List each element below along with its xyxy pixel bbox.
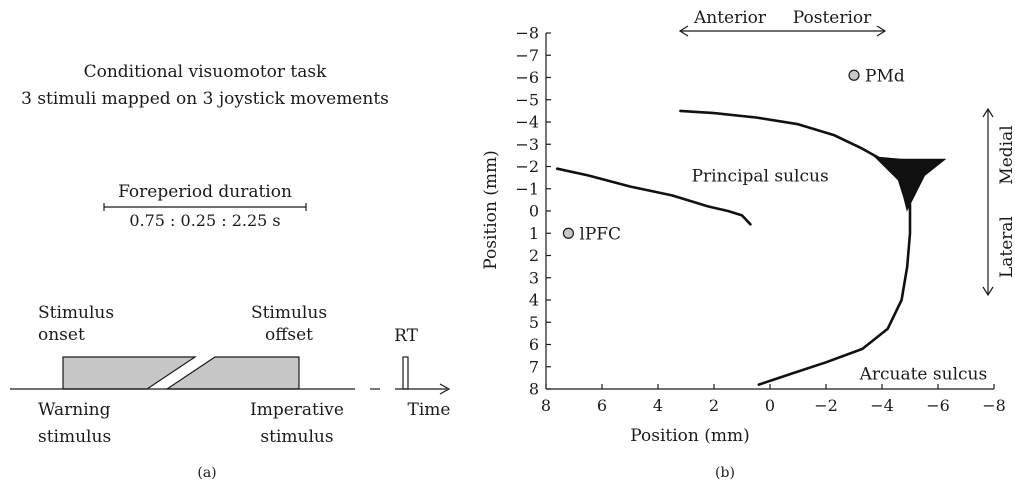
arcuate-sulcus-trace <box>679 109 912 386</box>
y-tick-label: −8 <box>515 24 539 43</box>
lateral-label: Lateral <box>997 216 1015 278</box>
panel-a-caption: (a) <box>197 465 216 481</box>
stimulus-onset-line2: onset <box>38 325 85 345</box>
y-axis-label: Position (mm) <box>481 150 501 270</box>
lpfc-site-marker <box>562 227 575 239</box>
foreperiod-label: Foreperiod duration <box>118 182 292 202</box>
panel-b-caption: (b) <box>715 465 735 481</box>
warning-stimulus-line2: stimulus <box>38 427 111 447</box>
pmd-label: PMd <box>865 66 905 86</box>
x-tick-label: −2 <box>814 396 838 415</box>
y-tick-label: 5 <box>529 313 539 332</box>
imperative-stimulus-line1: Imperative <box>250 400 344 420</box>
x-tick-label: −8 <box>982 396 1006 415</box>
x-tick-label: 2 <box>709 396 719 415</box>
y-tick-label: −3 <box>515 135 539 154</box>
pmd-site-marker <box>848 69 860 81</box>
posterior-label: Posterior <box>793 8 872 28</box>
time-label: Time <box>408 400 451 420</box>
y-tick-label: −7 <box>515 46 539 65</box>
y-tick-label: 0 <box>529 202 539 221</box>
task-title-line2: 3 stimuli mapped on 3 joystick movements <box>21 89 389 109</box>
y-tick-label: 1 <box>529 224 539 243</box>
rt-bar <box>402 356 409 390</box>
principal-sulcus-label: Principal sulcus <box>692 166 829 186</box>
posterior-arrowhead <box>876 25 887 37</box>
x-tick-label: 8 <box>541 396 551 415</box>
y-tick-label: 3 <box>529 268 539 287</box>
y-tick-label: −2 <box>515 157 539 176</box>
x-tick-label: 4 <box>653 396 663 415</box>
y-tick-label: −6 <box>515 68 539 87</box>
y-tick-label: 4 <box>529 291 539 310</box>
medial-arrowhead <box>982 107 994 118</box>
lateral-arrowhead <box>982 286 994 297</box>
y-tick-label: −4 <box>515 113 539 132</box>
y-tick-label: 7 <box>529 357 539 376</box>
anterior-arrowhead <box>678 25 689 37</box>
panel-b: Anterior Posterior Medial Lateral 8 6 4 2 0−… <box>481 8 1015 481</box>
warning-stimulus-line1: Warning <box>38 400 111 420</box>
imperative-stimulus-line2: stimulus <box>260 427 333 447</box>
medial-label: Medial <box>997 125 1015 184</box>
x-axis-ticks: 8 6 4 2 0 −2 −4 −6 −8 <box>541 384 1006 415</box>
stimulus-offset-line2: offset <box>265 325 313 345</box>
y-tick-label: 8 <box>529 380 539 399</box>
y-axis-ticks: −8 −7 −6 −5 −4 −3 −2 −1 0 1 2 3 4 5 6 7 8 <box>515 24 551 399</box>
stimulus-offset-line1: Stimulus <box>251 303 327 323</box>
y-tick-label: 6 <box>529 335 539 354</box>
panel-a: Conditional visuomotor task 3 stimuli ma… <box>10 62 450 481</box>
task-title-line1: Conditional visuomotor task <box>84 62 328 82</box>
principal-sulcus-trace <box>555 167 752 226</box>
stimulus-onset-line1: Stimulus <box>38 303 114 323</box>
arcuate-sulcus-label: Arcuate sulcus <box>859 364 988 384</box>
x-tick-label: 6 <box>597 396 607 415</box>
x-tick-label: −6 <box>926 396 950 415</box>
x-tick-label: −4 <box>870 396 894 415</box>
x-axis-label: Position (mm) <box>630 426 750 446</box>
y-tick-label: −1 <box>515 179 539 198</box>
y-tick-label: −5 <box>515 90 539 109</box>
x-tick-label: 0 <box>765 396 775 415</box>
foreperiod-values: 0.75 : 0.25 : 2.25 s <box>129 211 280 230</box>
y-tick-label: 2 <box>529 246 539 265</box>
lpfc-label: lPFC <box>579 224 621 244</box>
rt-label: RT <box>394 326 419 346</box>
anterior-label: Anterior <box>693 8 767 28</box>
time-axis-arrowhead <box>439 383 451 395</box>
